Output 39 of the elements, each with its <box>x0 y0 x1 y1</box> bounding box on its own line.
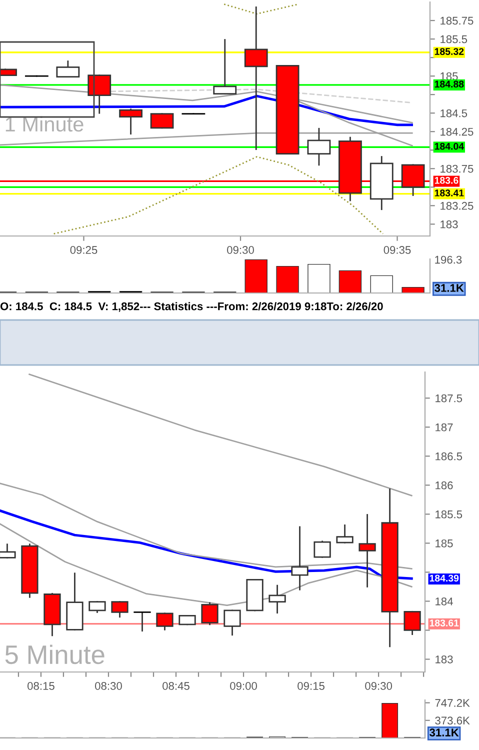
x-tick-label: 09:15 <box>298 682 324 690</box>
x-tick-label: 09:30 <box>365 682 392 690</box>
y-tick-label: 184.25 <box>440 128 474 136</box>
ref-line-label: 183.61 <box>430 620 459 626</box>
y-tick-label: 186.5 <box>436 452 462 460</box>
y-tick-label: 185.5 <box>440 35 468 44</box>
x-tick-label: 09:25 <box>70 246 98 254</box>
y-tick-label: 186 <box>436 481 453 490</box>
annotation: 1 Minute <box>6 116 84 132</box>
y-tick-label: 184.5 <box>440 109 468 118</box>
text: 184.39 <box>430 574 459 582</box>
y-tick-label: 184 <box>436 597 453 606</box>
y-tick-label: 183.25 <box>440 202 474 210</box>
y-tick-label: 185.5 <box>436 510 462 518</box>
x-tick-label: 08:30 <box>95 682 122 690</box>
y-tick-label: 185.75 <box>440 16 474 25</box>
text: 31.1K <box>434 284 464 292</box>
y-tick-label: 187 <box>436 423 453 432</box>
x-tick-label: 08:15 <box>28 682 54 690</box>
text: 31.1K <box>430 728 459 736</box>
y-tick-label: 187.5 <box>436 394 462 402</box>
y-tick-label: 747.2K <box>435 699 470 707</box>
y-tick-label: 185 <box>436 539 453 548</box>
y-tick-label: 183.75 <box>440 164 474 173</box>
y-tick-label: 183 <box>436 656 453 664</box>
ref-line-label: 183.41 <box>434 190 464 196</box>
x-tick-label: 08:45 <box>162 682 190 690</box>
x-tick-label: 09:35 <box>384 246 411 254</box>
annotation: 5 Minute <box>5 644 104 664</box>
text: 196.3 <box>435 256 462 264</box>
ref-line-label: 184.88 <box>434 80 464 88</box>
y-tick-label: 183 <box>440 220 458 228</box>
ref-line-label: 184.04 <box>434 142 464 150</box>
y-tick-label: 373.6K <box>435 716 470 725</box>
ref-line-label: 185.32 <box>434 48 464 55</box>
text: O: 184.5 C: 184.5 V: 1,852--- Statistics ---From: 2/26/2019 9:18To: 2/26/20 <box>0 302 383 312</box>
x-tick-label: 09:30 <box>227 246 254 254</box>
ref-line-label: 183.6 <box>434 176 458 184</box>
x-tick-label: 09:00 <box>230 682 257 690</box>
